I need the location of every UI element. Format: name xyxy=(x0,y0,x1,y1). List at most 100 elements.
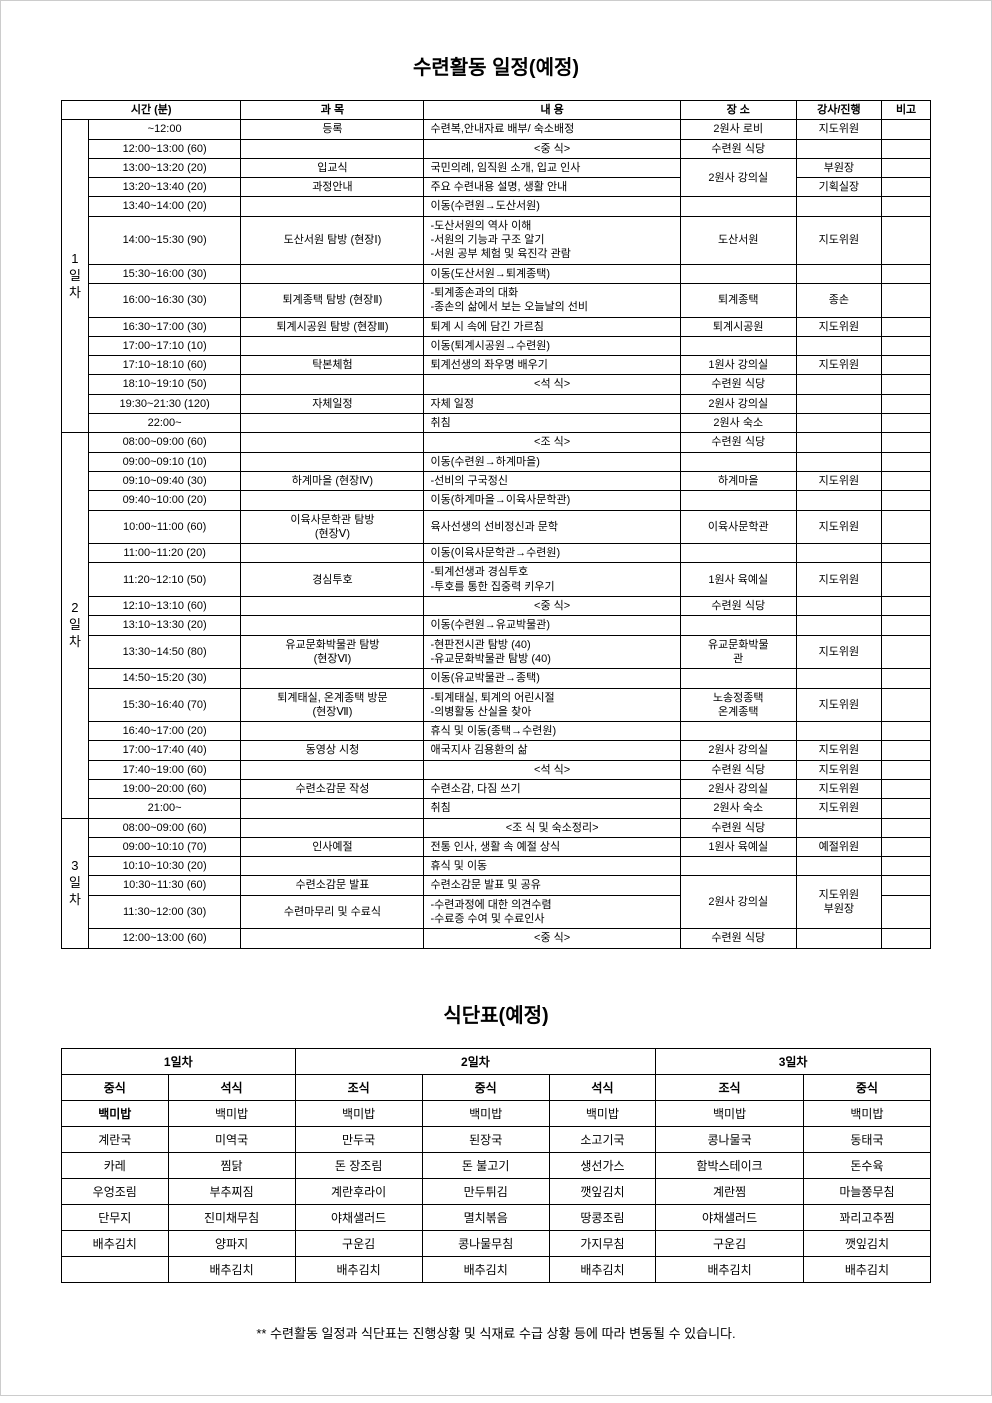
schedule-row: 19:00~20:00 (60)수련소감문 작성수련소감, 다짐 쓰기2원사 강… xyxy=(62,779,931,798)
cell-note xyxy=(882,283,931,317)
col-content: 내 용 xyxy=(424,101,680,120)
cell-content: 취침 xyxy=(424,414,680,433)
cell-subject xyxy=(241,857,424,876)
menu-meal-header: 석식 xyxy=(549,1074,656,1100)
cell-instructor: 예절위원 xyxy=(796,837,881,856)
cell-place xyxy=(680,857,796,876)
schedule-row: 14:00~15:30 (90)도산서원 탐방 (현장Ⅰ)-도산서원의 역사 이… xyxy=(62,216,931,264)
cell-content: -퇴계종손과의 대화-종손의 삶에서 보는 오늘날의 선비 xyxy=(424,283,680,317)
cell-note xyxy=(882,264,931,283)
cell-instructor xyxy=(796,139,881,158)
cell-content: -수련과정에 대한 의견수렴-수료증 수여 및 수료인사 xyxy=(424,895,680,929)
menu-cell: 배추김치 xyxy=(803,1256,930,1282)
cell-time: 09:00~09:10 (10) xyxy=(88,452,241,471)
cell-content: 수련복,안내자료 배부/ 숙소배정 xyxy=(424,120,680,139)
cell-content: 국민의례, 임직원 소개, 입교 인사 xyxy=(424,158,680,177)
cell-place xyxy=(680,197,796,216)
cell-time: 10:10~10:30 (20) xyxy=(88,857,241,876)
cell-subject: 탁본체험 xyxy=(241,356,424,375)
menu-day2: 2일차 xyxy=(295,1048,656,1074)
cell-subject: 퇴계시공원 탐방 (현장Ⅲ) xyxy=(241,317,424,336)
cell-content: 이동(수련원→도산서원) xyxy=(424,197,680,216)
cell-content: 이동(이육사문학관→수련원) xyxy=(424,544,680,563)
cell-content: 이동(하계마을→이육사문학관) xyxy=(424,491,680,510)
schedule-row: 12:00~13:00 (60)<중 식>수련원 식당 xyxy=(62,139,931,158)
cell-time: 15:30~16:40 (70) xyxy=(88,688,241,722)
schedule-row: 10:30~11:30 (60)수련소감문 발표수련소감문 발표 및 공유2원사… xyxy=(62,876,931,895)
cell-subject: 과정안내 xyxy=(241,178,424,197)
menu-cell: 우엉조림 xyxy=(62,1178,169,1204)
cell-subject: 등록 xyxy=(241,120,424,139)
menu-cell: 깻잎김치 xyxy=(803,1230,930,1256)
menu-row: 배추김치배추김치배추김치배추김치배추김치배추김치 xyxy=(62,1256,931,1282)
footnote: ** 수련활동 일정과 식단표는 진행상황 및 식재료 수급 상황 등에 따라 … xyxy=(61,1323,931,1342)
menu-cell: 단무지 xyxy=(62,1204,169,1230)
cell-instructor: 지도위원 xyxy=(796,510,881,544)
cell-instructor xyxy=(796,722,881,741)
cell-note xyxy=(882,857,931,876)
menu-row: 계란국미역국만두국된장국소고기국콩나물국동태국 xyxy=(62,1126,931,1152)
menu-cell: 멸치볶음 xyxy=(422,1204,549,1230)
cell-note xyxy=(882,929,931,948)
cell-place: 수련원 식당 xyxy=(680,929,796,948)
cell-instructor: 지도위원 xyxy=(796,563,881,597)
menu-cell: 돈수육 xyxy=(803,1152,930,1178)
cell-content: 애국지사 김용환의 삶 xyxy=(424,741,680,760)
cell-instructor xyxy=(796,616,881,635)
cell-time: 18:10~19:10 (50) xyxy=(88,375,241,394)
cell-content: -현판전시관 탐방 (40)-유교문화박물관 탐방 (40) xyxy=(424,635,680,669)
cell-note xyxy=(882,356,931,375)
schedule-row: 10:10~10:30 (20)휴식 및 이동 xyxy=(62,857,931,876)
menu-cell: 깻잎김치 xyxy=(549,1178,656,1204)
cell-place xyxy=(680,669,796,688)
cell-time: 13:10~13:30 (20) xyxy=(88,616,241,635)
cell-instructor: 지도위원 xyxy=(796,120,881,139)
cell-time: 19:30~21:30 (120) xyxy=(88,394,241,413)
schedule-row: 09:40~10:00 (20) 이동(하계마을→이육사문학관) xyxy=(62,491,931,510)
cell-place: 하계마을 xyxy=(680,471,796,490)
cell-instructor: 지도위원부원장 xyxy=(796,876,881,929)
cell-instructor xyxy=(796,375,881,394)
cell-subject xyxy=(241,616,424,635)
cell-instructor: 지도위원 xyxy=(796,688,881,722)
cell-content: 이동(퇴계시공원→수련원) xyxy=(424,336,680,355)
cell-content: -퇴계태실, 퇴계의 어린시절-의병활동 산실을 찾아 xyxy=(424,688,680,722)
cell-note xyxy=(882,433,931,452)
cell-note xyxy=(882,394,931,413)
cell-time: 09:00~10:10 (70) xyxy=(88,837,241,856)
cell-subject xyxy=(241,414,424,433)
schedule-table: 시간 (분)과 목내 용장 소강사/진행비고1일차~12:00등록수련복,안내자… xyxy=(61,100,931,949)
cell-content: 이동(수련원→유교박물관) xyxy=(424,616,680,635)
cell-instructor: 부원장 xyxy=(796,158,881,177)
cell-place xyxy=(680,722,796,741)
cell-instructor: 종손 xyxy=(796,283,881,317)
cell-subject: 동영상 시청 xyxy=(241,741,424,760)
cell-time: 14:00~15:30 (90) xyxy=(88,216,241,264)
schedule-row: 12:10~13:10 (60)<중 식>수련원 식당 xyxy=(62,597,931,616)
menu-meal-header: 중식 xyxy=(803,1074,930,1100)
cell-note xyxy=(882,722,931,741)
menu-meal-header: 중식 xyxy=(422,1074,549,1100)
cell-content: 퇴계선생의 좌우명 배우기 xyxy=(424,356,680,375)
cell-time: 09:40~10:00 (20) xyxy=(88,491,241,510)
cell-place: 수련원 식당 xyxy=(680,375,796,394)
cell-content: 주요 수련내용 설명, 생활 안내 xyxy=(424,178,680,197)
cell-place: 수련원 식당 xyxy=(680,760,796,779)
cell-content: 이동(유교박물관→종택) xyxy=(424,669,680,688)
cell-time: 08:00~09:00 (60) xyxy=(88,818,241,837)
menu-cell: 돈 불고기 xyxy=(422,1152,549,1178)
schedule-row: 17:10~18:10 (60)탁본체험퇴계선생의 좌우명 배우기1원사 강의실… xyxy=(62,356,931,375)
cell-subject: 유교문화박물관 탐방(현장Ⅵ) xyxy=(241,635,424,669)
menu-cell: 동태국 xyxy=(803,1126,930,1152)
cell-note xyxy=(882,471,931,490)
day-label: 1일차 xyxy=(62,120,89,433)
menu-cell: 꽈리고추찜 xyxy=(803,1204,930,1230)
schedule-row: 13:10~13:30 (20) 이동(수련원→유교박물관) xyxy=(62,616,931,635)
cell-time: 12:00~13:00 (60) xyxy=(88,139,241,158)
col-instructor: 강사/진행 xyxy=(796,101,881,120)
cell-place: 수련원 식당 xyxy=(680,433,796,452)
menu-cell: 구운김 xyxy=(656,1230,804,1256)
cell-content: 전통 인사, 생활 속 예절 상식 xyxy=(424,837,680,856)
menu-cell: 백미밥 xyxy=(549,1100,656,1126)
menu-cell: 계란찜 xyxy=(656,1178,804,1204)
